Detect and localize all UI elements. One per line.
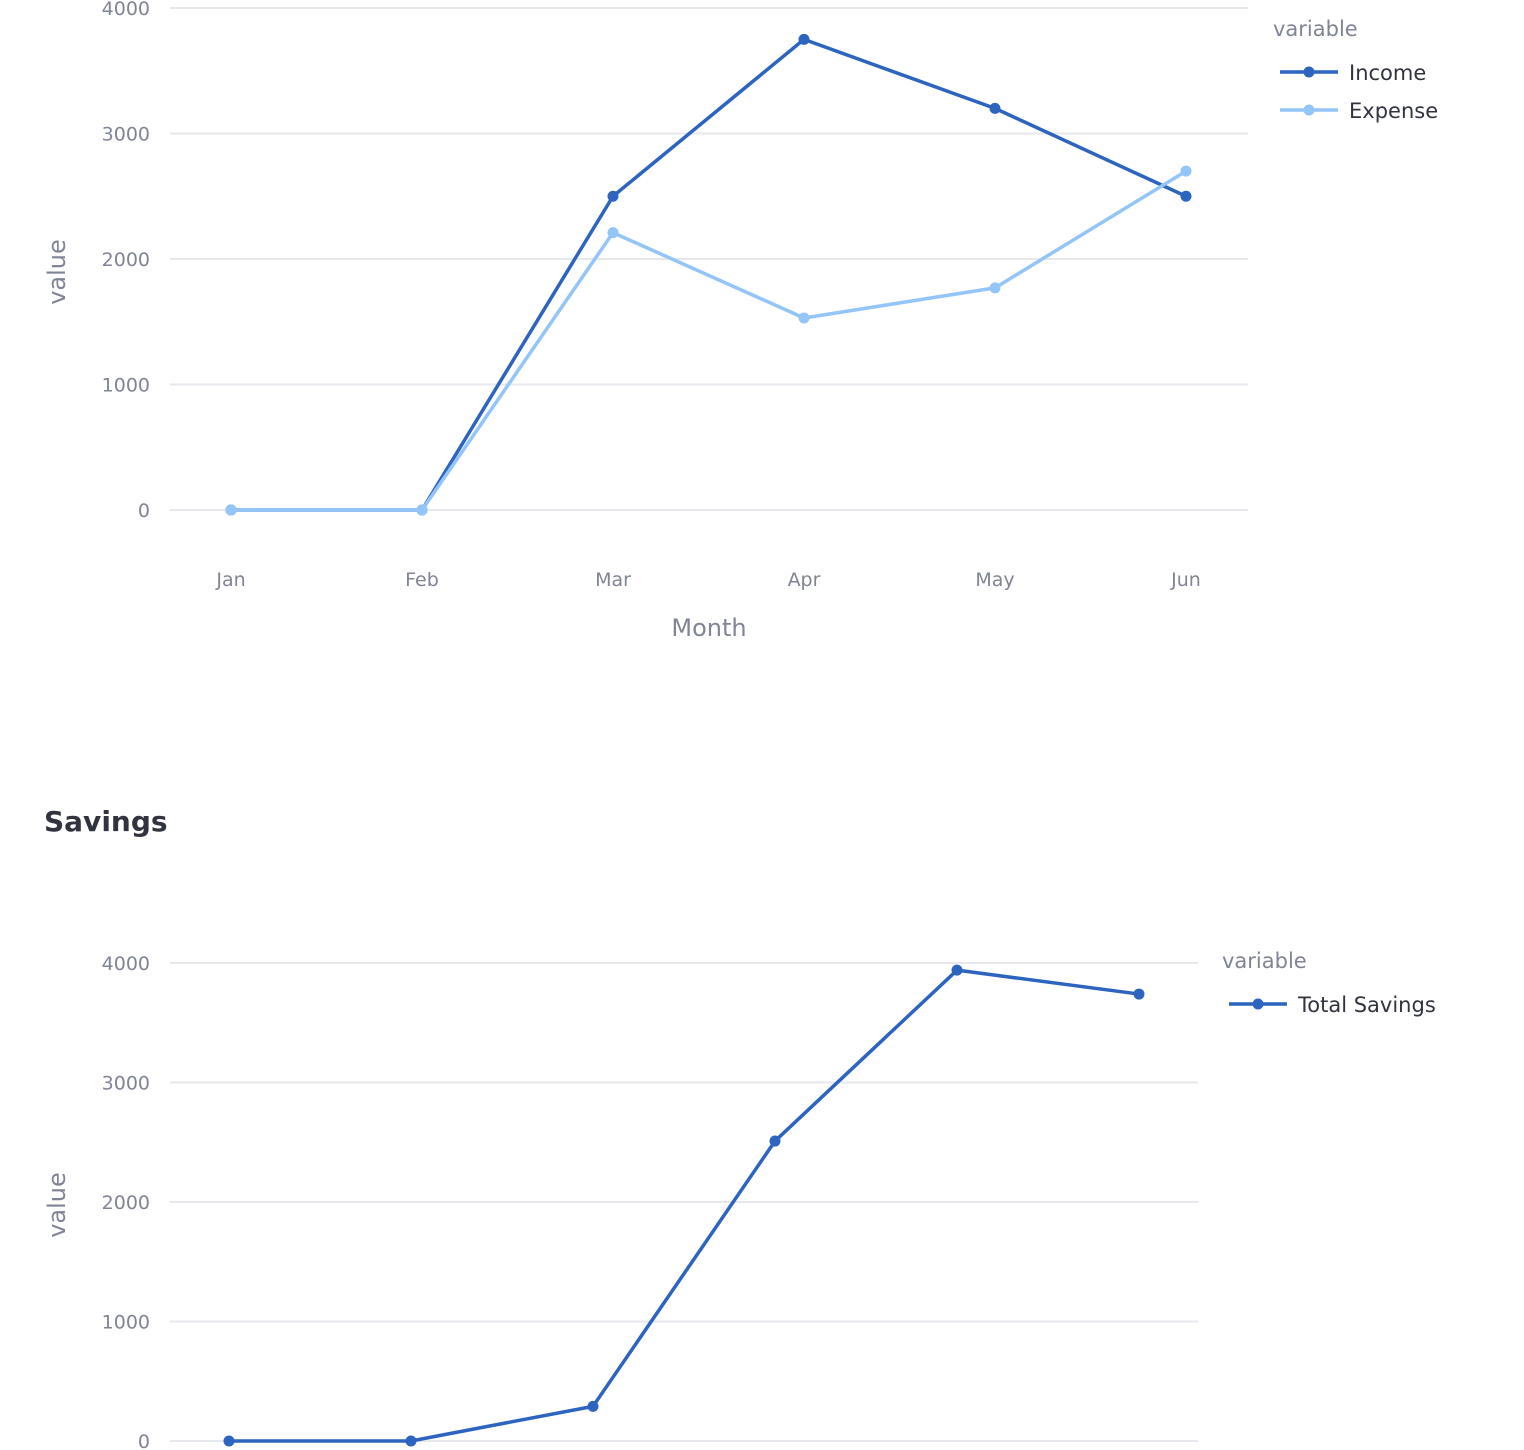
- data-point: [607, 190, 619, 202]
- data-point: [587, 1400, 599, 1412]
- y-tick-label: 2000: [102, 1192, 150, 1214]
- x-tick-label: Mar: [595, 569, 631, 591]
- y-tick-label: 0: [138, 1431, 150, 1450]
- legend-swatch-point: [1303, 104, 1315, 116]
- y-tick-label: 3000: [102, 1073, 150, 1095]
- data-point: [989, 282, 1001, 294]
- data-point: [1180, 190, 1192, 202]
- y-axis-title: value: [43, 239, 71, 305]
- data-point: [769, 1135, 781, 1147]
- legend-title: variable: [1222, 949, 1307, 973]
- y-tick-label: 0: [138, 500, 150, 522]
- y-tick-label: 1000: [102, 1312, 150, 1334]
- y-tick-label: 4000: [102, 953, 150, 975]
- legend-swatch-point: [1303, 66, 1315, 78]
- data-point: [798, 312, 810, 324]
- data-point: [989, 102, 1001, 114]
- data-point: [607, 227, 619, 239]
- legend-title: variable: [1273, 17, 1358, 41]
- data-point: [223, 1435, 235, 1447]
- y-tick-label: 3000: [102, 124, 150, 146]
- legend-swatch-point: [1252, 998, 1264, 1010]
- legend-label: Expense: [1349, 99, 1438, 123]
- section-title: Savings: [44, 805, 168, 838]
- x-tick-label: Feb: [405, 569, 439, 591]
- income-expense-chart: 0 1000 2000 3000 4000 Jan Feb Mar Apr May Jun Month…: [43, 0, 1438, 642]
- x-axis-title: Month: [671, 614, 746, 642]
- legend-label: Income: [1349, 61, 1426, 85]
- series-line-total-savings: [229, 968, 1140, 1443]
- x-tick-label: Jun: [1170, 569, 1201, 591]
- data-point: [1180, 165, 1192, 177]
- data-point: [798, 33, 810, 45]
- x-tick-label: May: [975, 569, 1014, 591]
- y-tick-label: 4000: [102, 0, 150, 20]
- x-tick-label: Apr: [788, 569, 821, 591]
- data-point: [405, 1435, 417, 1447]
- legend-label: Total Savings: [1297, 993, 1436, 1017]
- data-point: [951, 964, 963, 976]
- data-point: [1133, 988, 1145, 1000]
- y-tick-label: 1000: [102, 375, 150, 397]
- series-line-expense: [231, 169, 1187, 512]
- data-point: [416, 504, 428, 516]
- data-point: [225, 504, 237, 516]
- y-axis-title: value: [43, 1172, 71, 1238]
- y-tick-label: 2000: [102, 249, 150, 271]
- x-tick-label: Jan: [215, 569, 245, 591]
